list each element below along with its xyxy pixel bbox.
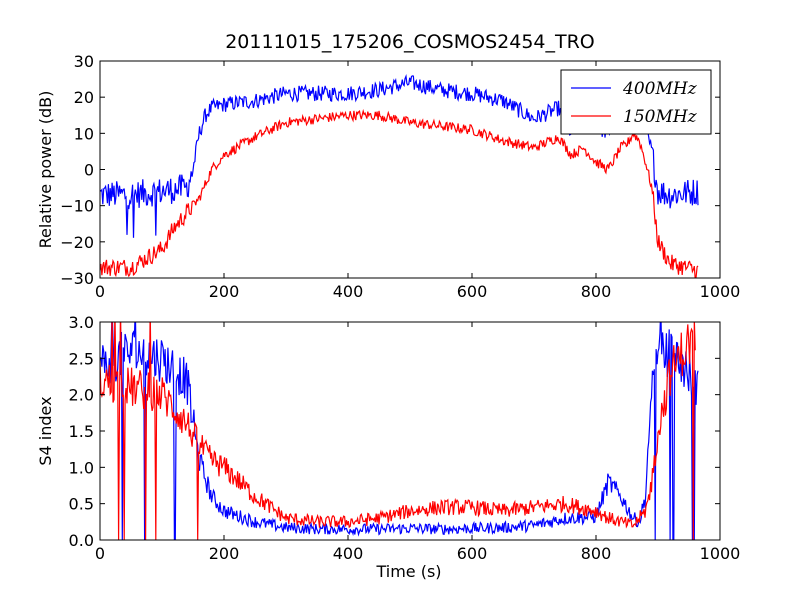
y-tick-label: 0 (84, 161, 94, 180)
y-axis-label: S4 index (36, 396, 55, 465)
x-tick-label: 0 (95, 544, 105, 563)
legend: 400MHz 150MHz (560, 69, 712, 135)
x-tick-label: 400 (333, 544, 364, 563)
y-axis-label: Relative power (dB) (36, 91, 55, 249)
y-tick-label: 30 (74, 52, 94, 71)
legend-entry: 400MHz (622, 79, 698, 99)
legend-entry: 150MHz (623, 107, 698, 127)
y-tick-label: 2.0 (69, 386, 94, 405)
chart-title: 20111015_175206_COSMOS2454_TRO (225, 31, 595, 53)
x-tick-label: 0 (95, 282, 105, 301)
y-tick-label: −30 (60, 269, 94, 288)
y-tick-label: 0.0 (69, 531, 94, 550)
y-tick-label: 1.0 (69, 458, 94, 477)
x-tick-label: 800 (581, 282, 612, 301)
y-tick-label: −20 (60, 233, 94, 252)
s4-panel: 0 200 400 600 800 1000 0.0 0.5 1.0 1.5 2.0 2.5 3.0 S4… (36, 313, 741, 581)
series-line-150MHz (100, 108, 699, 278)
x-tick-label: 1000 (700, 282, 741, 301)
y-tick-label: 0.5 (69, 495, 94, 514)
x-tick-label: 1000 (700, 544, 741, 563)
y-tick-label: 20 (74, 88, 94, 107)
x-tick-label: 400 (333, 282, 364, 301)
x-tick-label: 200 (209, 544, 240, 563)
x-axis-label: Time (s) (375, 562, 441, 581)
y-tick-label: 3.0 (69, 313, 94, 332)
x-tick-label: 600 (457, 282, 488, 301)
series-line-150MHz (100, 322, 696, 540)
x-tick-label: 200 (209, 282, 240, 301)
power-panel: 0 200 400 600 800 1000 −30 −20 −10 0 10 20 30 Relativ… (36, 52, 740, 301)
y-tick-label: 2.5 (69, 349, 94, 368)
x-tick-label: 600 (457, 544, 488, 563)
y-tick-label: −10 (60, 197, 94, 216)
y-tick-label: 1.5 (69, 422, 94, 441)
x-tick-label: 800 (581, 544, 612, 563)
y-tick-label: 10 (74, 124, 94, 143)
